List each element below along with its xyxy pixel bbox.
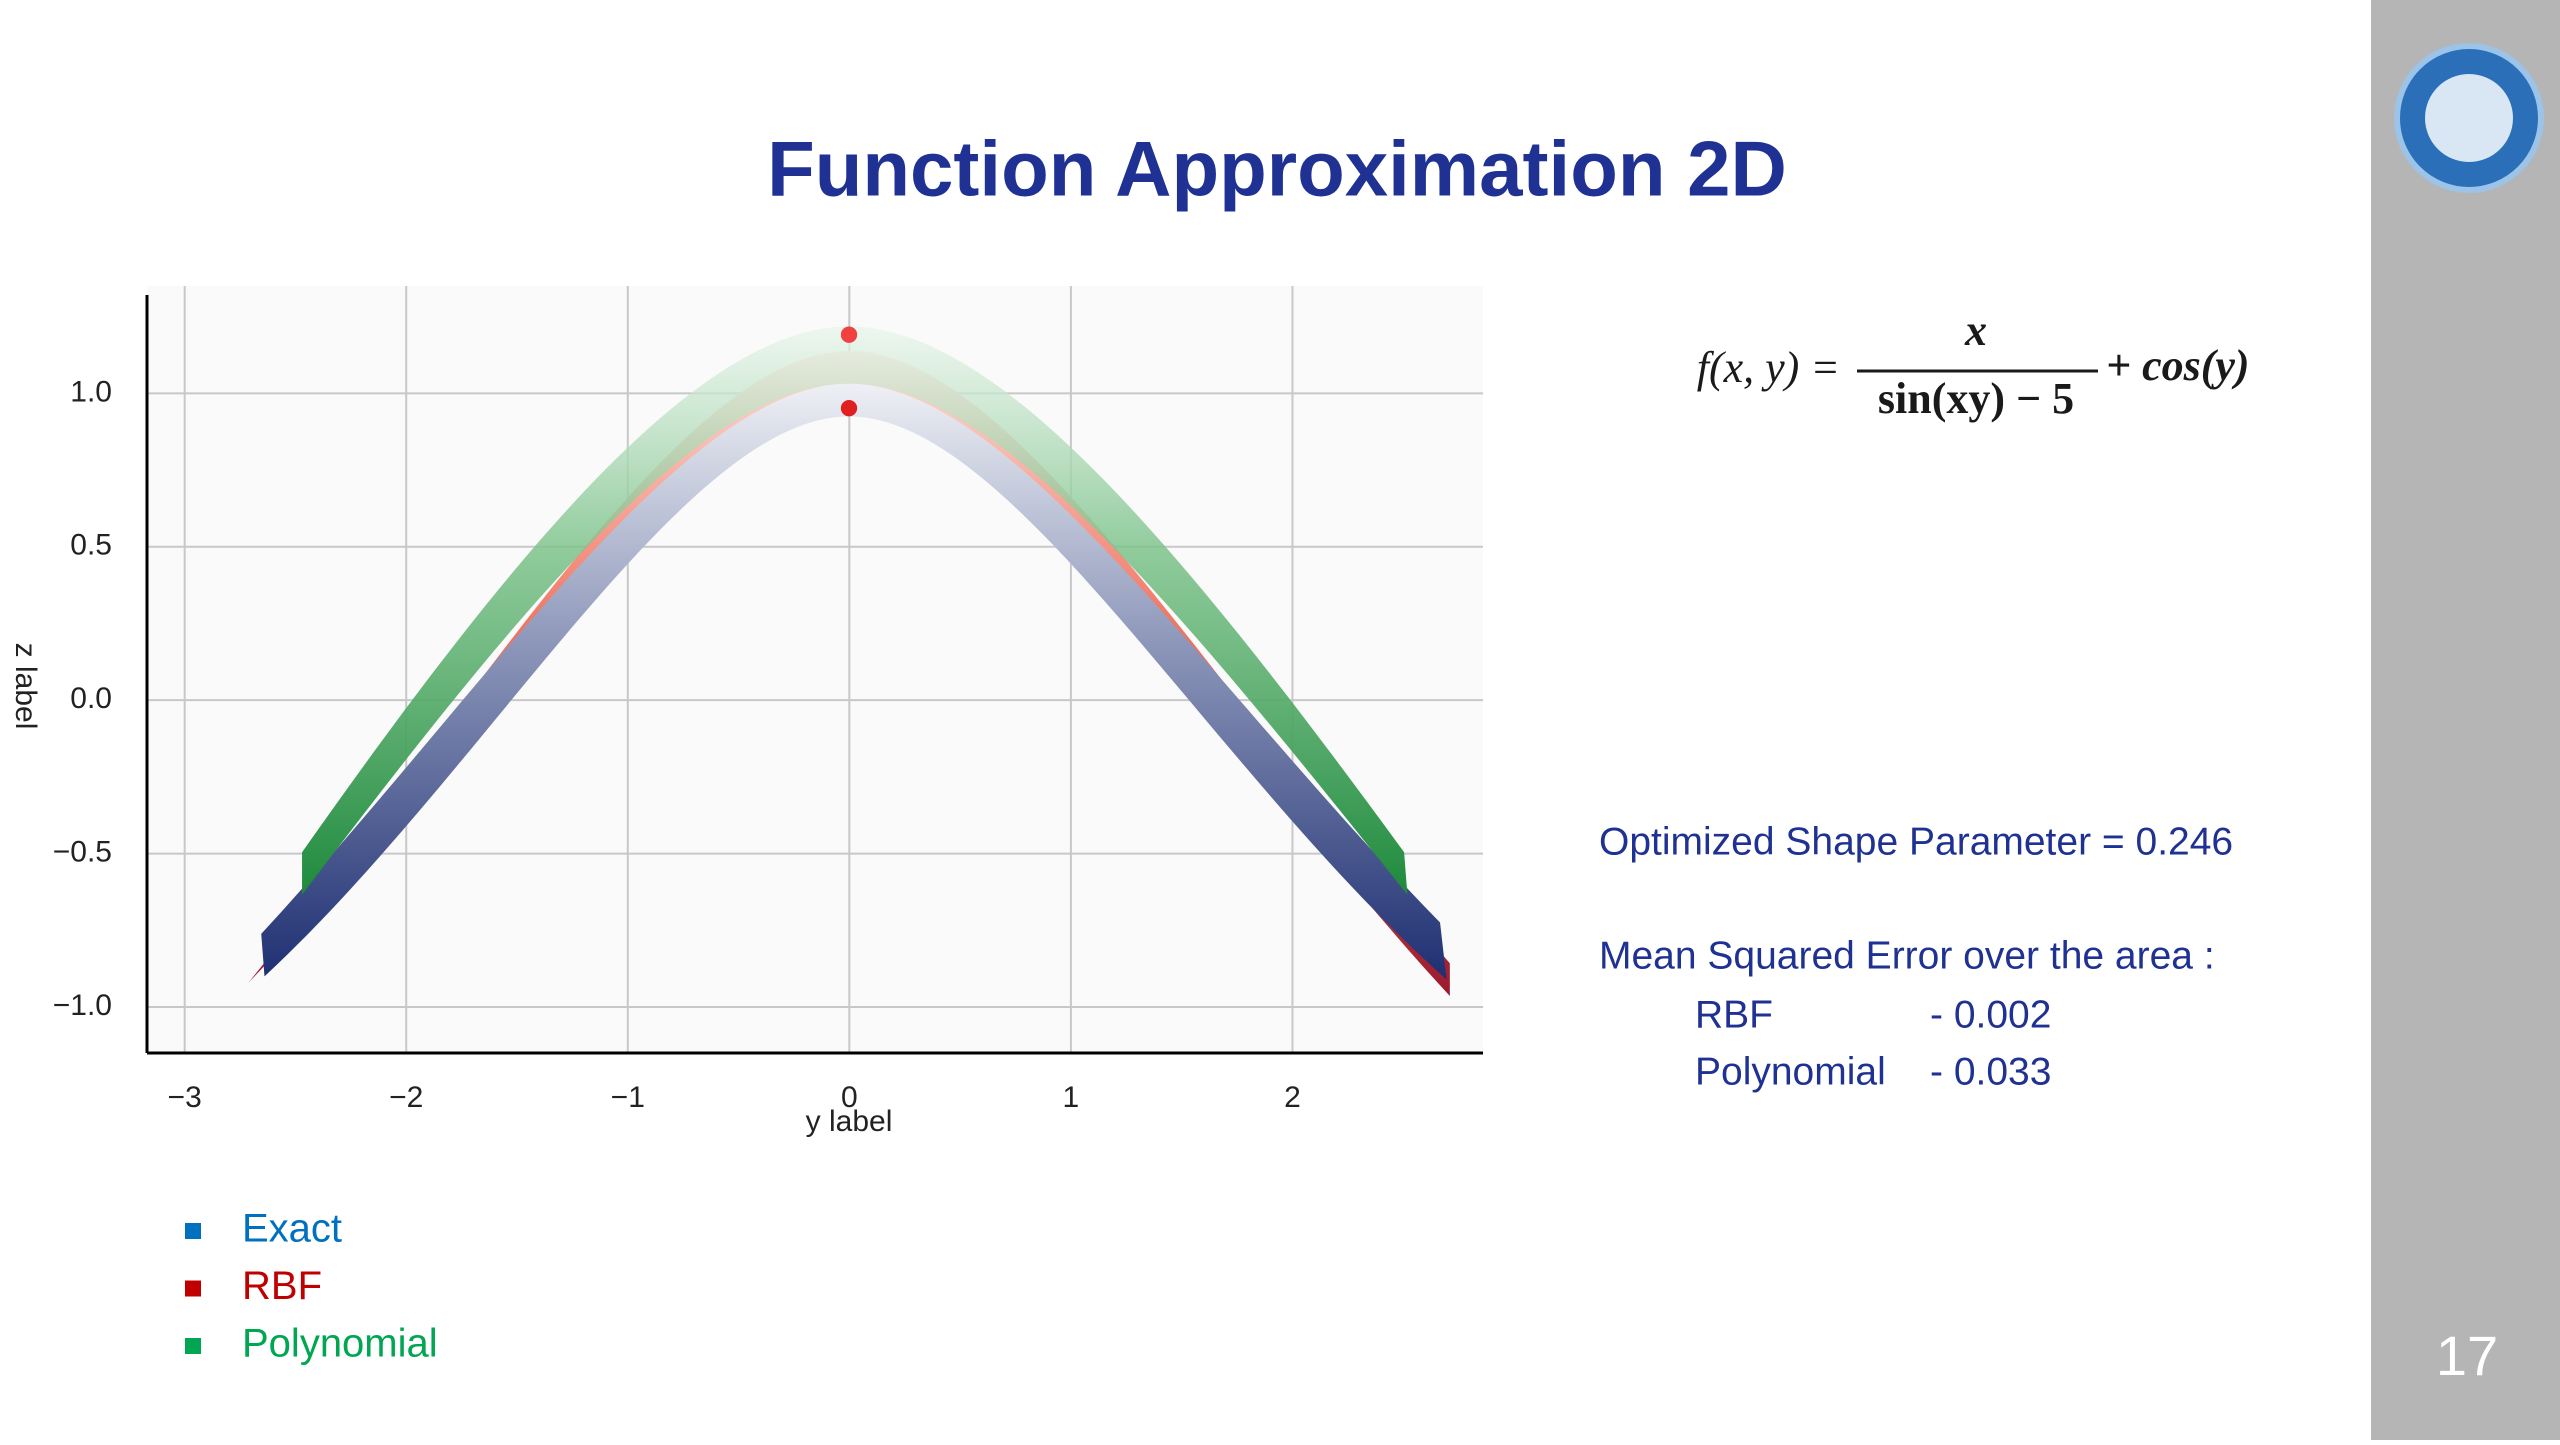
mse-value: - 0.033 [1930, 1050, 2051, 1093]
legend-bullet [185, 1338, 201, 1354]
x-tick-label: −3 [168, 1081, 202, 1114]
formula-numerator: x [1964, 306, 1987, 355]
x-tick-label: −2 [389, 1081, 423, 1114]
legend-bullet [185, 1280, 201, 1297]
formula: f(x, y) = x sin(xy) − 5 + cos(y) [1697, 306, 2250, 423]
y-tick-label: −0.5 [53, 836, 112, 869]
legend: Exact RBF Polynomial [185, 1207, 438, 1366]
x-tick-label: −1 [611, 1081, 645, 1114]
x-tick-label: 1 [1063, 1081, 1080, 1114]
title: Function Approximation 2D [767, 125, 1787, 213]
plot: −3 −2 −1 0 1 2 −1.0 −0.5 0.0 0.5 1.0 z label y lab… [9, 286, 1483, 1138]
formula-lhs: f(x, y) = [1697, 343, 1840, 392]
y-tick-label: 0.0 [70, 682, 112, 715]
page-number: 17 [2436, 1324, 2498, 1387]
y-tick-label: 0.5 [70, 529, 112, 562]
sidebar [2371, 0, 2560, 1440]
legend-bullet [185, 1223, 201, 1239]
x-tick-label: 2 [1284, 1081, 1301, 1114]
point [840, 400, 858, 417]
legend-label: Exact [242, 1207, 342, 1251]
mse-value: - 0.002 [1930, 993, 2051, 1036]
y-tick-label: −1.0 [53, 989, 112, 1022]
mse-heading: Mean Squared Error over the area : [1599, 934, 2215, 977]
y-axis-label: y label [806, 1105, 893, 1138]
x-tick-label: 0 [841, 1081, 858, 1114]
mse-name: RBF [1695, 993, 1773, 1036]
legend-label: Polynomial [242, 1322, 438, 1366]
polynomial-surface [302, 326, 1408, 895]
exact-surface [261, 383, 1447, 980]
formula-rhs: + cos(y) [2106, 341, 2250, 390]
shape-parameter: Optimized Shape Parameter = 0.246 [1599, 820, 2233, 863]
surfaces [248, 326, 1450, 996]
mse-name: Polynomial [1695, 1050, 1886, 1093]
legend-label: RBF [242, 1264, 322, 1308]
y-tick-label: 1.0 [70, 375, 112, 408]
formula-denominator: sin(xy) − 5 [1878, 374, 2074, 423]
results: Optimized Shape Parameter = 0.246 Mean S… [1599, 820, 2233, 1093]
z-axis-label: z label [9, 643, 42, 730]
logo-inner [2425, 74, 2513, 162]
point [840, 326, 858, 343]
